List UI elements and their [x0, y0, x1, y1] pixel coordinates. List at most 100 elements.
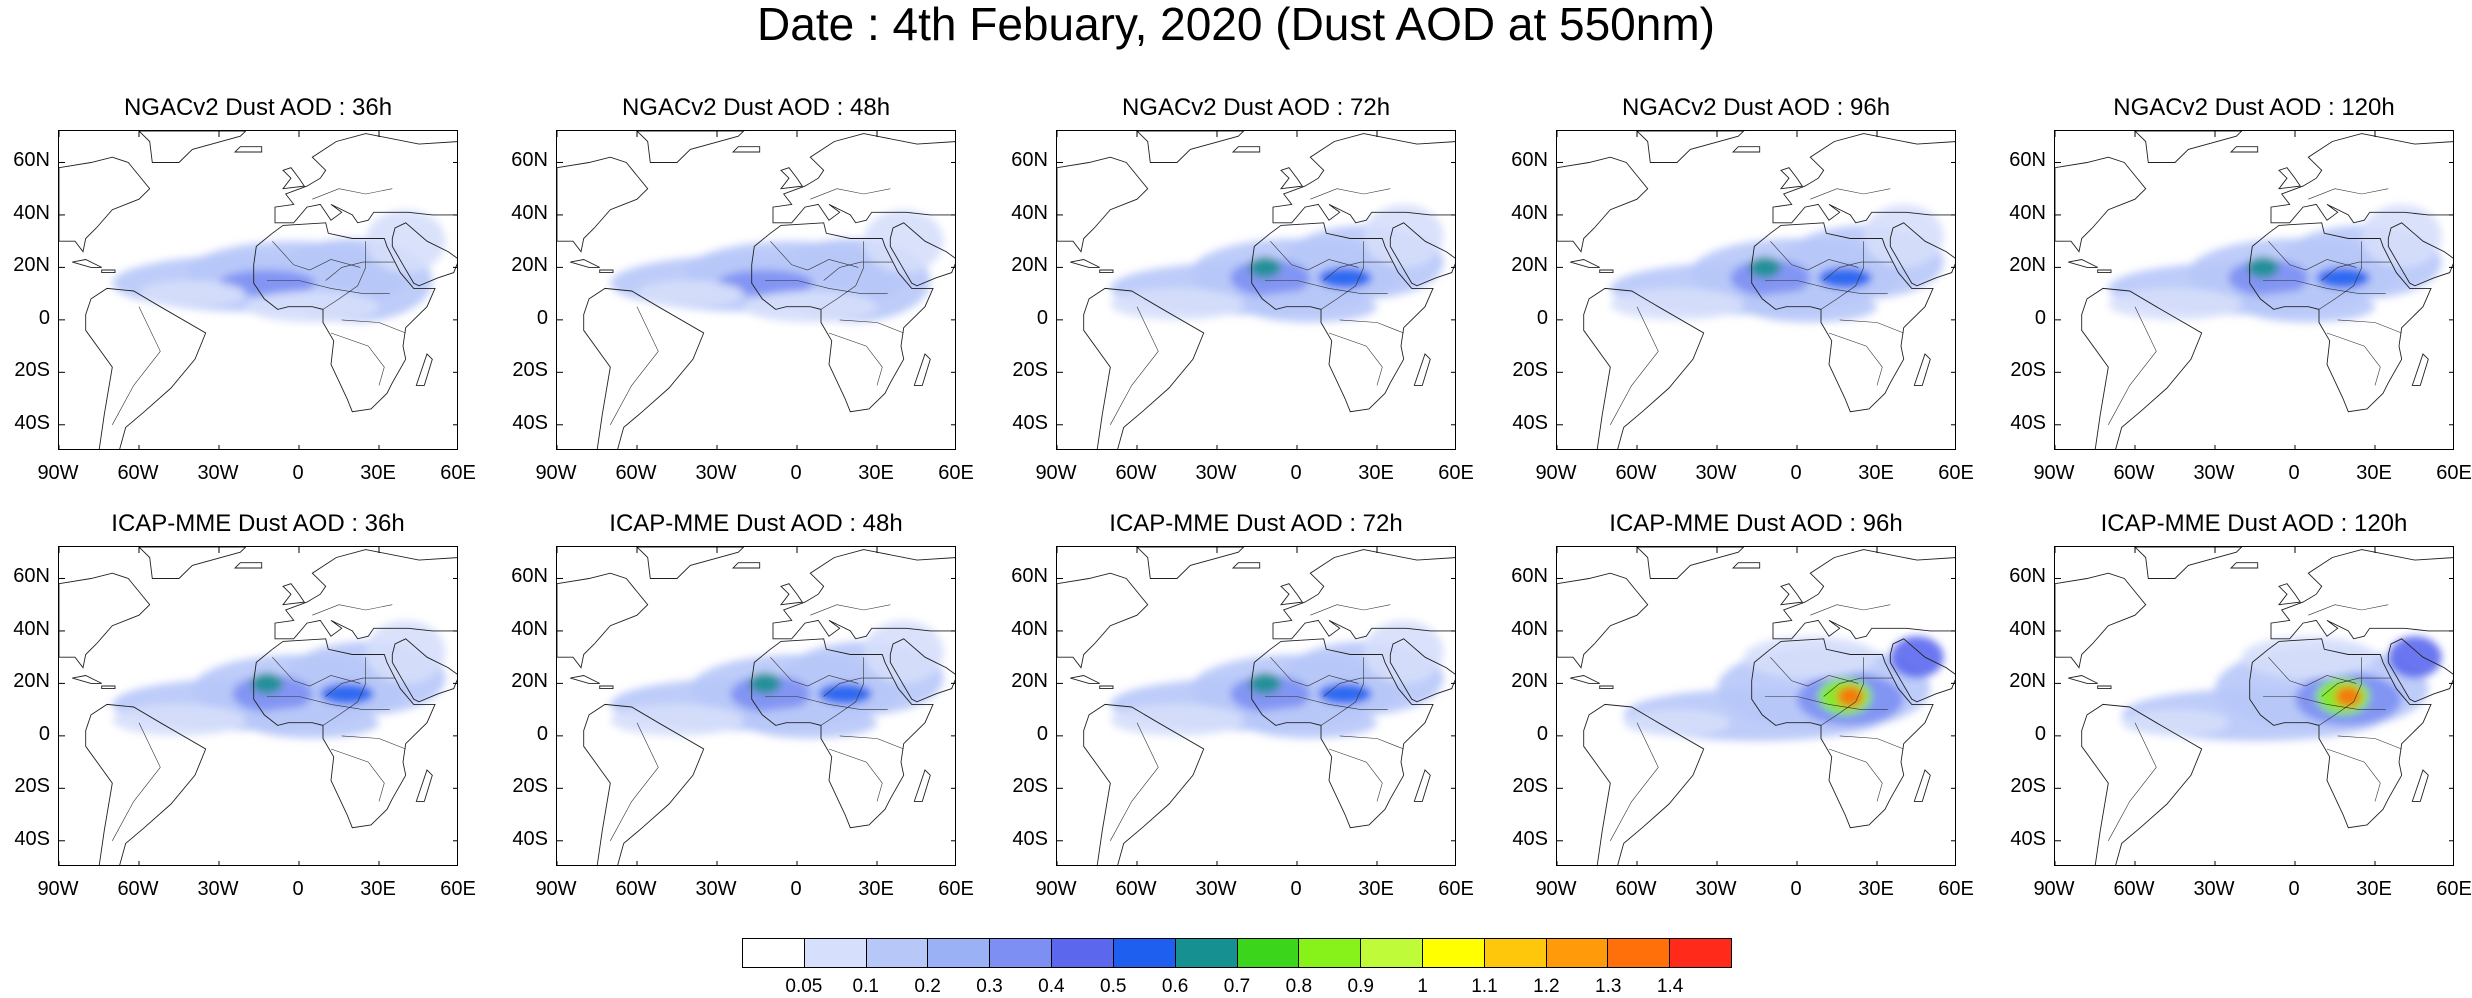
coastline: [2277, 583, 2302, 606]
lat-tick-label: 20N: [1511, 670, 1548, 693]
panel-title: ICAP-MME Dust AOD : 48h: [609, 510, 903, 537]
coastline: [1583, 287, 1705, 449]
map-frame: [2054, 546, 2454, 866]
country-border: [312, 188, 393, 200]
country-border: [1820, 241, 1864, 310]
lat-tick-label: 60N: [1011, 149, 1048, 172]
colorbar-swatch: [1052, 939, 1114, 967]
country-border: [2308, 188, 2389, 200]
coastline: [1057, 572, 1149, 669]
lat-tick-label: 20S: [1012, 359, 1048, 382]
aod-contour: [1363, 620, 1444, 684]
lon-tick-label: 30W: [1695, 878, 1737, 900]
coastline: [2134, 547, 2243, 579]
aod-contour: [2388, 636, 2442, 679]
coastline: [779, 167, 804, 190]
lon-tick-label: 60E: [2436, 462, 2472, 484]
country-border: [341, 735, 406, 750]
country-border: [1310, 604, 1391, 616]
country-border: [1320, 657, 1364, 726]
lat-tick-label: 0: [1036, 306, 1048, 329]
panel-title: NGACv2 Dust AOD : 36h: [123, 94, 393, 121]
colorbar-label: 0.8: [1285, 976, 1313, 997]
coastline: [233, 562, 263, 569]
coastline: [772, 549, 955, 640]
colorbar-label: 0.4: [1038, 976, 1065, 997]
country-border: [2326, 748, 2381, 802]
lat-tick-label: 40N: [1011, 201, 1048, 224]
lon-tick-label: 60W: [1115, 462, 1157, 484]
country-border: [1820, 657, 1864, 726]
aod-contour: [2247, 256, 2279, 278]
aod-contour: [1818, 267, 1872, 289]
coastline: [570, 675, 600, 684]
coastline: [1731, 146, 1761, 153]
country-border: [325, 677, 395, 697]
lat-tick-label: 60N: [1011, 565, 1048, 588]
country-border: [2337, 319, 2402, 334]
coastline: [391, 638, 457, 703]
aod-contour: [112, 704, 246, 736]
map-frame: [1056, 546, 1456, 866]
coastline: [1231, 146, 1261, 153]
lon-tick-label: 0: [1290, 878, 1302, 900]
country-border: [2308, 604, 2389, 616]
lon-tick-label: 30E: [1358, 462, 1394, 484]
coastline: [59, 572, 151, 669]
coastline: [557, 156, 649, 253]
country-border: [330, 332, 385, 386]
country-border: [610, 722, 659, 841]
lat-tick-label: 20S: [2010, 775, 2046, 798]
lat-tick-label: 20S: [1012, 775, 1048, 798]
lon-tick-label: 60E: [2436, 878, 2472, 900]
coastline: [583, 703, 705, 865]
panel-title: NGACv2 Dust AOD : 96h: [1621, 94, 1891, 121]
lat-tick-label: 40N: [1511, 617, 1548, 640]
lon-tick-label: 60E: [440, 462, 476, 484]
aod-contour: [1623, 709, 1731, 736]
panel-title: ICAP-MME Dust AOD : 72h: [1109, 510, 1403, 537]
aod-contour: [1249, 672, 1281, 694]
coastline: [1389, 222, 1455, 287]
lon-tick-label: 0: [2288, 462, 2300, 484]
coastline: [101, 269, 116, 274]
country-border: [1839, 735, 1904, 750]
lon-tick-label: 90W: [1035, 878, 1077, 900]
coastline: [2068, 675, 2098, 684]
coastline: [1772, 133, 1955, 224]
coastline: [415, 769, 433, 802]
lat-tick-label: 60N: [2009, 149, 2046, 172]
coastline: [583, 287, 705, 449]
lon-tick-label: 30W: [197, 878, 239, 900]
coastline: [85, 703, 207, 865]
lat-tick-label: 60N: [2009, 565, 2046, 588]
lat-tick-label: 40N: [13, 617, 50, 640]
coastline: [1751, 222, 1934, 413]
lat-tick-label: 20N: [13, 254, 50, 277]
country-border: [810, 188, 891, 200]
coastline: [2229, 562, 2259, 569]
coastline: [1279, 583, 1304, 606]
coastline: [599, 269, 614, 274]
country-border: [1810, 604, 1891, 616]
coastline: [1599, 685, 1614, 690]
dust-aod-map: [59, 131, 457, 449]
coastline: [1889, 222, 1955, 287]
lon-tick-label: 30E: [1858, 462, 1894, 484]
lon-tick-label: 30E: [360, 462, 396, 484]
coastline: [274, 133, 457, 224]
lon-tick-label: 30W: [197, 462, 239, 484]
country-border: [330, 748, 385, 802]
aod-contour: [1110, 288, 1244, 320]
coastline: [557, 572, 649, 669]
coastline: [2097, 269, 2112, 274]
coastline: [2081, 287, 2203, 449]
aod-contour: [365, 209, 446, 273]
country-border: [112, 306, 161, 425]
dust-aod-map: [1557, 547, 1955, 865]
coastline: [570, 259, 600, 268]
coastline: [1099, 685, 1114, 690]
lat-tick-label: 60N: [1511, 149, 1548, 172]
coastline: [253, 638, 436, 829]
colorbar-swatch: [1113, 939, 1176, 967]
